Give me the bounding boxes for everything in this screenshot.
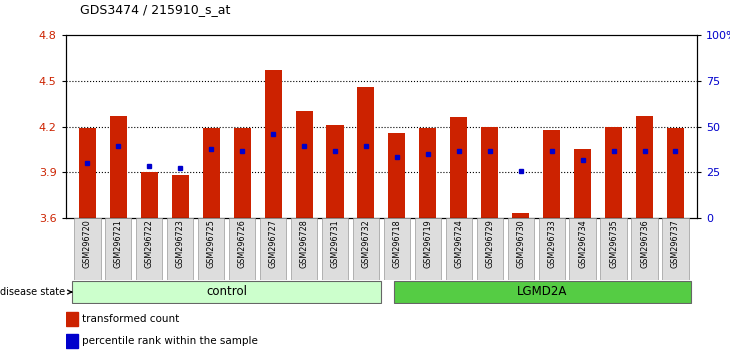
Text: LGMD2A: LGMD2A	[517, 285, 567, 298]
Bar	[512, 213, 529, 218]
FancyBboxPatch shape	[507, 218, 534, 280]
Text: percentile rank within the sample: percentile rank within the sample	[82, 336, 258, 346]
Text: GSM296727: GSM296727	[269, 219, 277, 268]
FancyBboxPatch shape	[72, 281, 381, 303]
Bar	[481, 127, 499, 218]
Bar	[667, 128, 684, 218]
FancyBboxPatch shape	[539, 218, 565, 280]
FancyBboxPatch shape	[136, 218, 163, 280]
FancyBboxPatch shape	[74, 218, 101, 280]
Bar	[66, 334, 78, 348]
Text: GSM296719: GSM296719	[423, 219, 432, 268]
Text: transformed count: transformed count	[82, 314, 180, 324]
Text: GSM296725: GSM296725	[207, 219, 215, 268]
Text: GSM296733: GSM296733	[548, 219, 556, 268]
Text: GSM296728: GSM296728	[299, 219, 309, 268]
Text: GSM296722: GSM296722	[145, 219, 154, 268]
Bar	[234, 128, 250, 218]
FancyBboxPatch shape	[477, 218, 503, 280]
Text: GSM296724: GSM296724	[454, 219, 464, 268]
Bar	[388, 133, 405, 218]
Text: control: control	[206, 285, 247, 298]
Text: GSM296731: GSM296731	[331, 219, 339, 268]
FancyBboxPatch shape	[198, 218, 224, 280]
Text: GSM296736: GSM296736	[640, 219, 649, 268]
Bar	[264, 70, 282, 218]
Bar	[605, 127, 622, 218]
Text: GSM296721: GSM296721	[114, 219, 123, 268]
Bar	[543, 130, 560, 218]
FancyBboxPatch shape	[167, 218, 193, 280]
Bar	[79, 128, 96, 218]
Bar	[636, 116, 653, 218]
Text: disease state: disease state	[0, 287, 72, 297]
Bar	[66, 312, 78, 326]
Bar	[326, 125, 344, 218]
FancyBboxPatch shape	[569, 218, 596, 280]
FancyBboxPatch shape	[600, 218, 627, 280]
FancyBboxPatch shape	[415, 218, 441, 280]
Bar	[296, 112, 312, 218]
Bar	[141, 172, 158, 218]
Text: GSM296718: GSM296718	[393, 219, 402, 268]
FancyBboxPatch shape	[393, 281, 691, 303]
FancyBboxPatch shape	[105, 218, 131, 280]
Text: GSM296734: GSM296734	[578, 219, 587, 268]
Text: GSM296723: GSM296723	[176, 219, 185, 268]
Text: GSM296737: GSM296737	[671, 219, 680, 268]
FancyBboxPatch shape	[662, 218, 688, 280]
Bar	[172, 175, 189, 218]
FancyBboxPatch shape	[229, 218, 255, 280]
FancyBboxPatch shape	[291, 218, 318, 280]
FancyBboxPatch shape	[260, 218, 286, 280]
Bar	[450, 118, 467, 218]
FancyBboxPatch shape	[322, 218, 348, 280]
Bar	[419, 128, 437, 218]
Bar	[358, 87, 374, 218]
FancyBboxPatch shape	[353, 218, 379, 280]
Bar	[574, 149, 591, 218]
Bar	[110, 116, 127, 218]
Text: GSM296732: GSM296732	[361, 219, 370, 268]
FancyBboxPatch shape	[445, 218, 472, 280]
FancyBboxPatch shape	[631, 218, 658, 280]
Text: GSM296720: GSM296720	[83, 219, 92, 268]
Text: GSM296730: GSM296730	[516, 219, 525, 268]
Text: GSM296735: GSM296735	[609, 219, 618, 268]
Text: GDS3474 / 215910_s_at: GDS3474 / 215910_s_at	[80, 3, 231, 16]
Text: GSM296729: GSM296729	[485, 219, 494, 268]
Text: GSM296726: GSM296726	[238, 219, 247, 268]
Bar	[203, 128, 220, 218]
FancyBboxPatch shape	[384, 218, 410, 280]
